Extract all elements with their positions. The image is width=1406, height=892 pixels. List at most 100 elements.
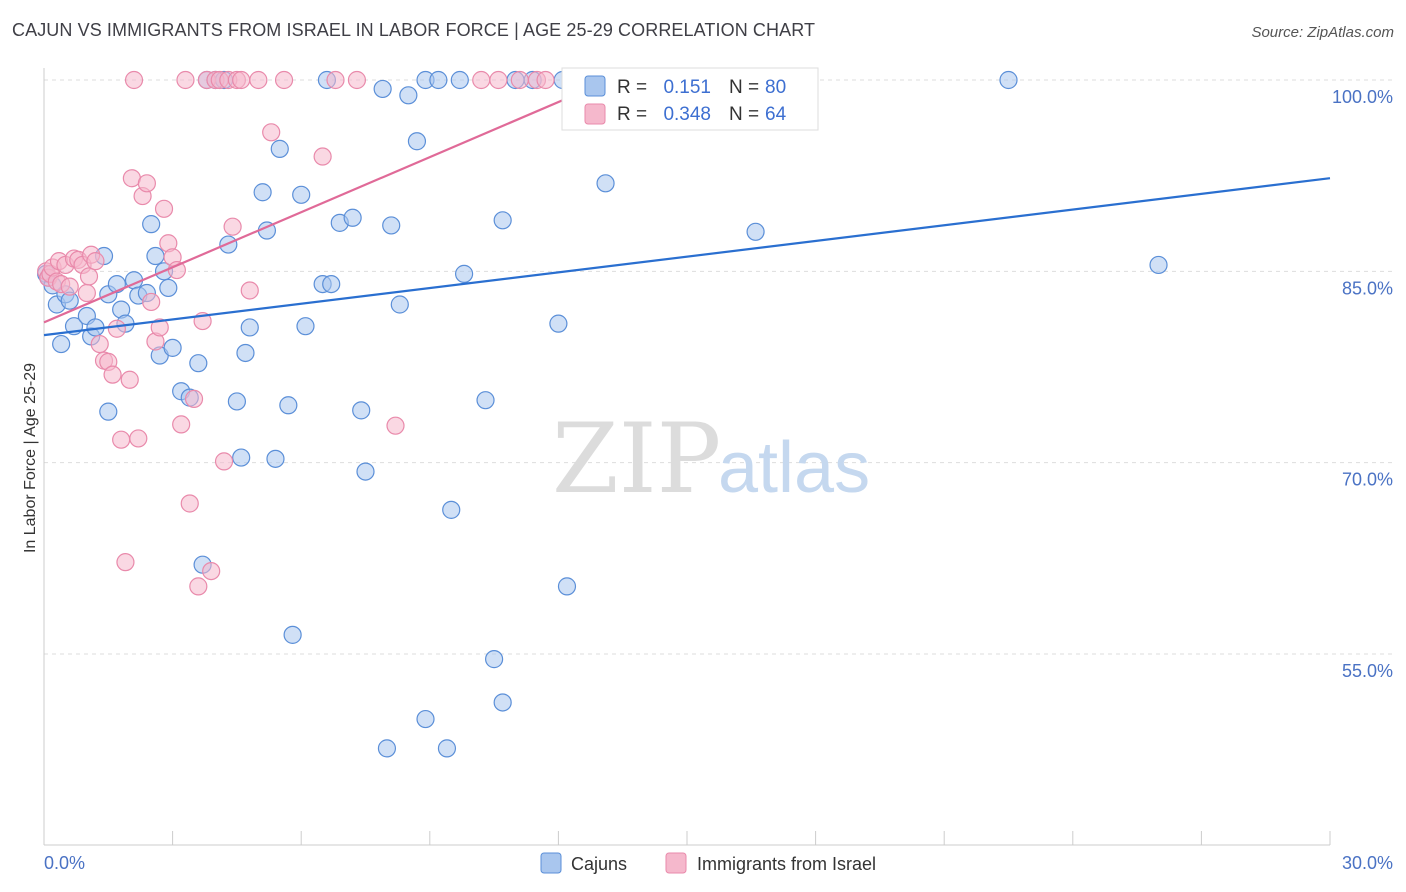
cajun-point — [146, 246, 165, 266]
israel-point — [120, 370, 139, 389]
israel-point — [107, 319, 126, 338]
legend-n-value-israel: 64 — [765, 104, 787, 125]
israel-point — [124, 70, 144, 90]
israel-point — [386, 416, 405, 435]
cajun-point — [450, 70, 469, 90]
legend-r-label-israel: R = — [617, 104, 647, 125]
cajun-point — [356, 462, 375, 481]
israel-point — [86, 252, 105, 271]
israel-point — [510, 70, 529, 90]
series-legend: Cajuns Immigrants from Israel — [540, 852, 876, 874]
cajun-point — [227, 392, 246, 411]
israel-trend-line — [43, 78, 611, 324]
israel-point — [214, 452, 234, 471]
cajun-point — [429, 70, 448, 90]
watermark: ZIP atlas — [552, 403, 870, 515]
israel-point — [184, 389, 204, 408]
legend-n-label-israel: N = — [729, 104, 759, 125]
cajun-point — [322, 274, 341, 294]
legend-r-value-cajuns: 0.151 — [663, 77, 711, 98]
cajun-point — [236, 343, 255, 363]
israel-point — [189, 577, 208, 596]
cajun-point — [557, 577, 577, 596]
israel-point — [274, 70, 294, 90]
y-tick-labels: 55.0% 70.0% 85.0% 100.0% — [1332, 87, 1393, 681]
cajun-point — [416, 709, 435, 729]
cajun-point — [142, 215, 161, 234]
cajun-point — [189, 354, 208, 373]
cajun-point — [390, 295, 409, 314]
israel-point — [347, 70, 367, 90]
israel-point — [489, 70, 508, 90]
israel-point — [137, 174, 156, 193]
cajun-point — [159, 278, 178, 298]
cajun-point — [232, 448, 251, 467]
cajun-point — [292, 185, 311, 204]
y-tick-label: 70.0% — [1342, 470, 1393, 490]
israel-point — [176, 70, 195, 90]
cajun-point — [373, 79, 392, 99]
legend-n-value-cajuns: 80 — [765, 77, 786, 98]
israel-point — [240, 281, 259, 300]
grid-lines — [44, 79, 1393, 655]
israel-point — [202, 561, 221, 581]
israel-point — [77, 283, 96, 303]
cajun-point — [746, 222, 765, 241]
cajun-point — [493, 693, 512, 712]
chart-title: CAJUN VS IMMIGRANTS FROM ISRAEL IN LABOR… — [12, 20, 816, 40]
axes — [43, 68, 1331, 846]
cajun-point — [352, 401, 371, 420]
cajun-point — [163, 338, 182, 357]
israel-point — [326, 70, 345, 90]
legend-swatch-israel — [584, 103, 606, 125]
israel-point — [180, 494, 199, 513]
cajun-point — [485, 650, 504, 669]
israel-point — [60, 277, 79, 296]
cajun-point — [382, 216, 401, 235]
israel-point — [536, 70, 555, 90]
y-axis-title: In Labor Force | Age 25-29 — [22, 363, 39, 553]
cajun-point — [240, 318, 259, 337]
cajun-point — [999, 70, 1018, 90]
cajun-point — [343, 208, 362, 227]
cajun-point — [377, 739, 397, 758]
israel-point — [90, 334, 109, 354]
cajun-point — [399, 86, 418, 105]
israel-point — [172, 415, 191, 434]
cajun-point — [454, 264, 474, 283]
cajun-point — [442, 500, 461, 519]
israel-points — [37, 70, 555, 596]
cajun-point — [253, 183, 272, 202]
israel-point — [472, 70, 491, 90]
cajun-point — [596, 174, 615, 193]
israel-point — [167, 260, 186, 280]
israel-point — [116, 553, 135, 572]
x-tick-label-max: 30.0% — [1342, 853, 1393, 873]
legend-r-value-israel: 0.348 — [663, 104, 711, 125]
israel-point — [150, 318, 169, 337]
legend-r-label-cajuns: R = — [617, 77, 647, 98]
trend-lines — [43, 78, 1331, 337]
bottom-legend-swatch-cajuns — [540, 852, 562, 874]
cajun-point — [283, 625, 302, 644]
stats-legend: R = 0.151 N = 80 R = 0.348 N = 64 — [561, 67, 819, 131]
y-tick-label: 55.0% — [1342, 661, 1393, 681]
cajun-trend-line — [43, 177, 1331, 337]
cajun-point — [279, 396, 298, 415]
cajun-point — [437, 739, 457, 758]
israel-point — [129, 429, 148, 448]
israel-point — [223, 217, 242, 236]
legend-n-label-cajuns: N = — [729, 77, 759, 98]
cajun-point — [1149, 255, 1168, 275]
y-tick-label: 85.0% — [1342, 278, 1393, 298]
israel-point — [313, 147, 332, 166]
cajun-point — [549, 314, 568, 333]
y-tick-label: 100.0% — [1332, 87, 1393, 107]
bottom-legend-label-cajuns: Cajuns — [571, 854, 627, 874]
cajun-point — [52, 334, 71, 354]
legend-swatch-cajuns — [584, 75, 606, 97]
cajun-point — [493, 211, 512, 230]
israel-point — [103, 365, 122, 384]
x-tick-label-min: 0.0% — [44, 853, 85, 873]
